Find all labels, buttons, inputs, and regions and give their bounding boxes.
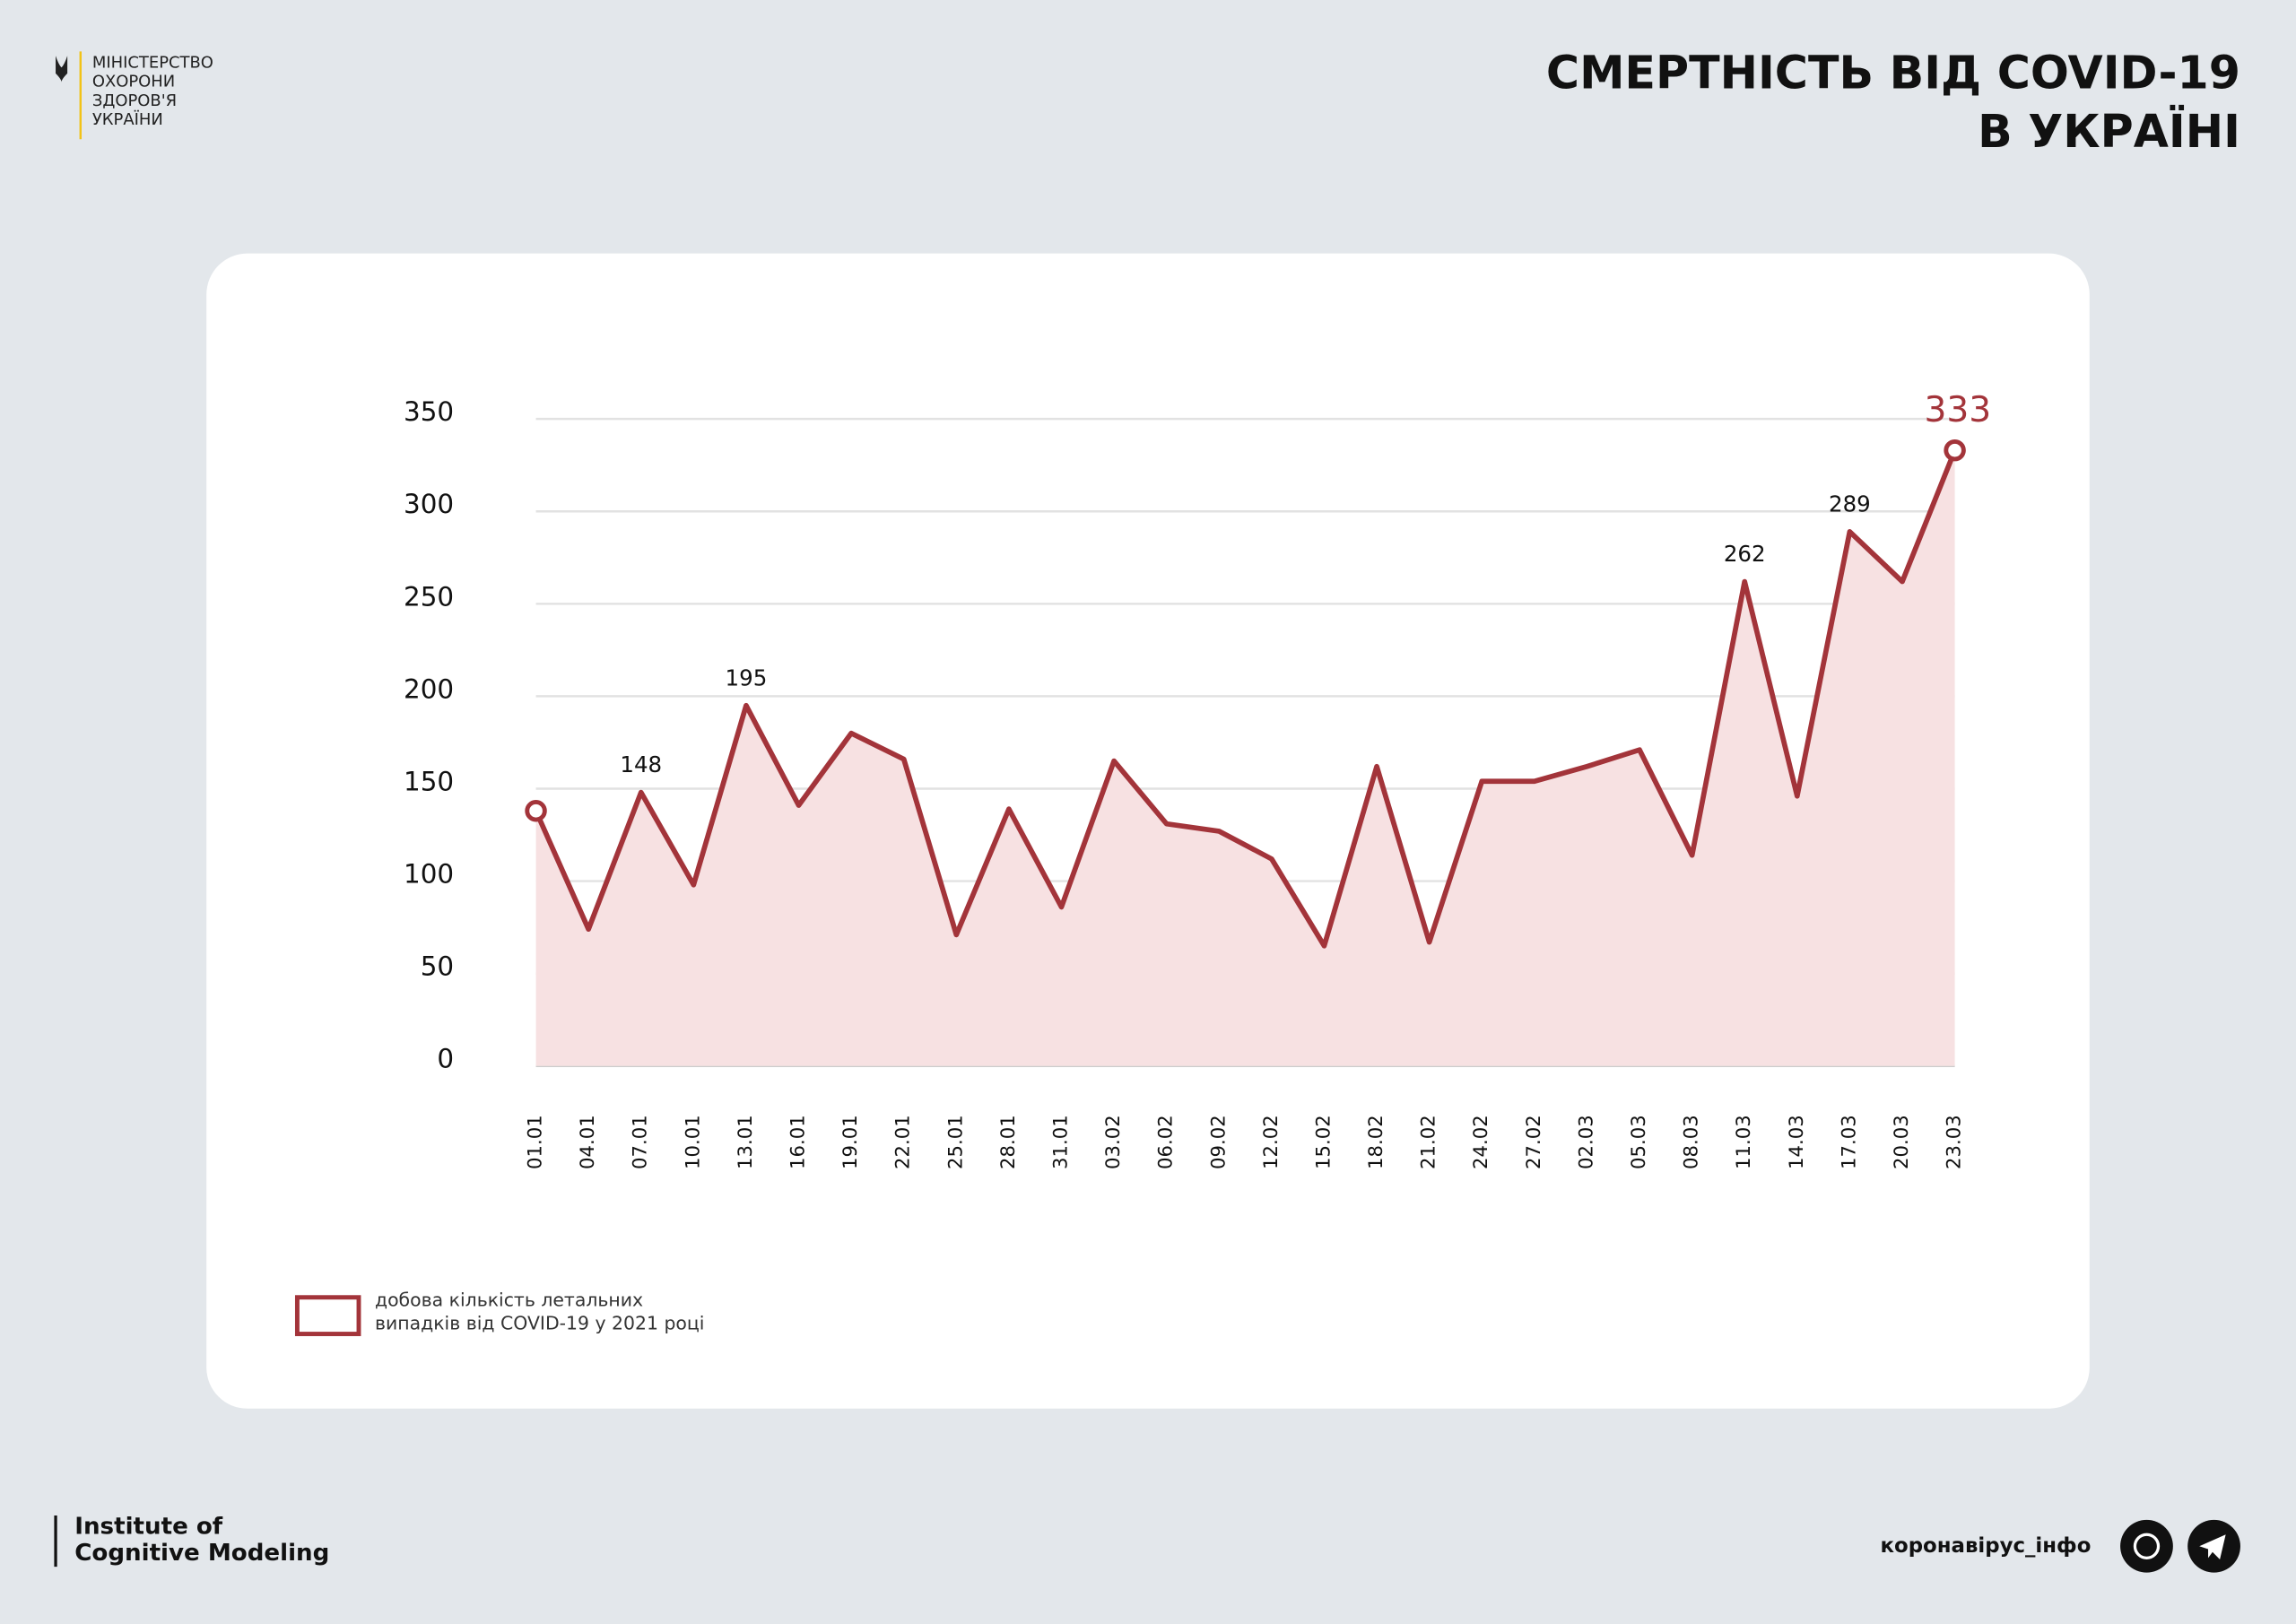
x-tick-label: 13.01 — [735, 1115, 757, 1169]
x-tick-label: 20.03 — [1891, 1115, 1913, 1169]
data-label: 333 — [1924, 390, 1991, 430]
y-tick-label: 150 — [404, 766, 454, 796]
x-tick-label: 18.02 — [1365, 1115, 1387, 1169]
data-label: 148 — [620, 751, 662, 777]
y-tick-label: 250 — [404, 581, 454, 612]
viber-glyph — [2133, 1533, 2161, 1559]
x-tick-label: 02.03 — [1575, 1115, 1597, 1169]
x-tick-label: 17.03 — [1838, 1115, 1860, 1169]
data-label: 195 — [726, 664, 768, 690]
x-tick-label: 27.02 — [1523, 1115, 1545, 1169]
y-tick-label: 100 — [404, 859, 454, 890]
x-tick-label: 28.01 — [997, 1115, 1020, 1169]
x-tick-label: 05.03 — [1628, 1115, 1650, 1169]
viber-icon[interactable] — [2120, 1519, 2173, 1573]
x-tick-label: 09.02 — [1207, 1115, 1230, 1169]
telegram-glyph — [2199, 1534, 2226, 1559]
legend-swatch — [294, 1295, 361, 1336]
legend-box: добова кількість летальних випадків від … — [374, 1288, 705, 1334]
y-tick-label: 50 — [421, 951, 454, 982]
x-tick-label: 15.02 — [1312, 1115, 1335, 1169]
x-tick-label: 25.01 — [944, 1115, 967, 1169]
ministry-line: МІНІСТЕРСТВО — [92, 53, 213, 72]
x-tick-label: 22.01 — [892, 1115, 915, 1169]
x-tick-label: 16.01 — [787, 1115, 810, 1169]
institute: Institute of — [74, 1514, 223, 1541]
x-tick-label: 01.01 — [525, 1115, 547, 1169]
institute: Cognitive Modeling — [74, 1540, 329, 1567]
x-tick-label: 24.02 — [1470, 1115, 1492, 1169]
x-tick-label: 23.03 — [1944, 1115, 1966, 1169]
x-tick-label: 19.01 — [839, 1115, 862, 1169]
ministry-line: УКРАЇНИ — [92, 110, 163, 129]
x-tick-label: 11.03 — [1733, 1115, 1755, 1169]
x-tick-label: 07.01 — [630, 1115, 652, 1169]
x-tick-label: 14.03 — [1786, 1115, 1808, 1169]
x-tick-label: 03.02 — [1102, 1115, 1125, 1169]
y-tick-label: 200 — [404, 673, 454, 704]
x-tick-label: 06.02 — [1155, 1115, 1178, 1169]
x-tick-label: 04.01 — [577, 1115, 599, 1169]
ministry-line: ЗДОРОВ'Я — [92, 91, 177, 110]
line — [533, 449, 1958, 949]
x-tick-label: 31.01 — [1049, 1115, 1072, 1169]
x-tick-label: 12.02 — [1260, 1115, 1283, 1169]
point-marker — [525, 799, 547, 822]
handle: коронавірус_інфо — [1881, 1534, 2092, 1558]
data-label: 289 — [1829, 491, 1871, 517]
data-label: 262 — [1724, 541, 1766, 567]
chart-title: В УКРАЇНІ — [1978, 105, 2240, 158]
y-tick-label: 0 — [437, 1044, 454, 1074]
point-marker — [1944, 439, 1966, 462]
x-tick-label: 21.02 — [1418, 1115, 1440, 1169]
area — [535, 450, 1955, 1066]
x-tick-label: 08.03 — [1681, 1115, 1703, 1169]
x-tick-label: 10.01 — [682, 1115, 704, 1169]
emblem — [56, 56, 68, 83]
ministry-line: ОХОРОНИ — [92, 73, 175, 91]
y-tick-label: 300 — [404, 489, 454, 519]
chart-title: СМЕРТНІСТЬ ВІД COVID-19 — [1546, 47, 2240, 100]
y-tick-label: 350 — [404, 396, 454, 427]
legend-label: добова кількість летальних випадків від … — [374, 1288, 705, 1334]
